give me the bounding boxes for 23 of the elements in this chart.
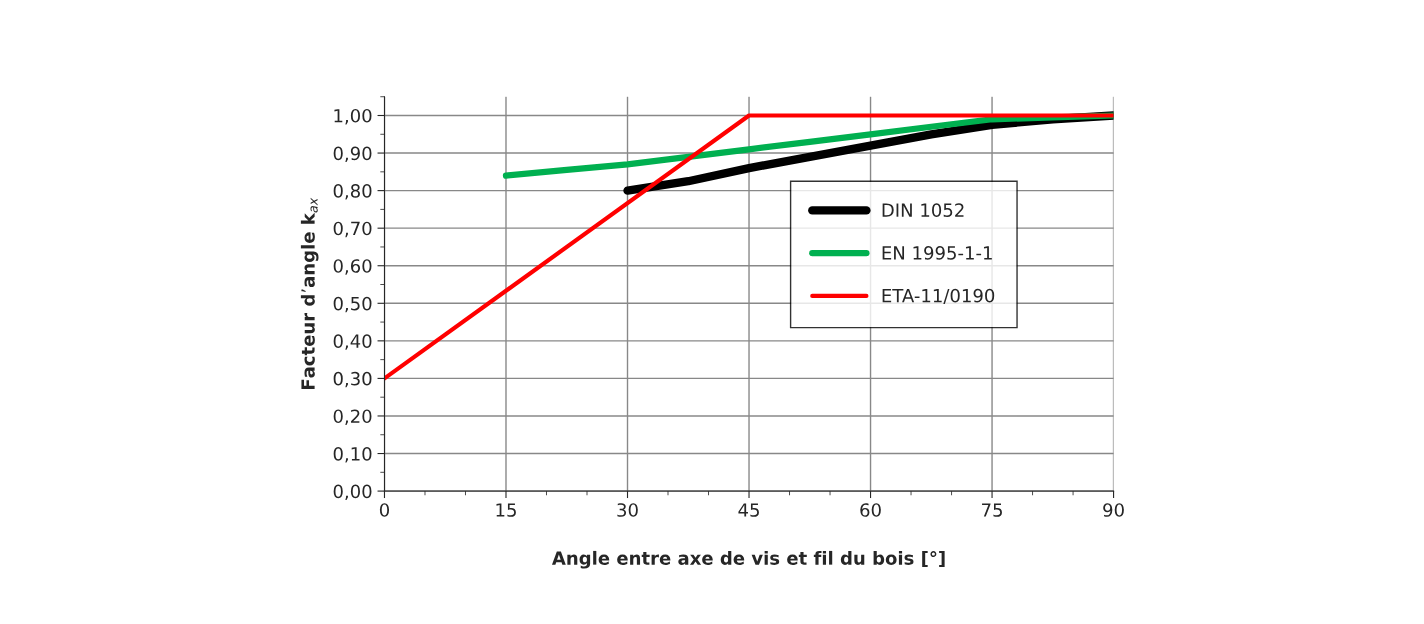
y-tick-label: 0,80	[333, 184, 372, 200]
y-tick-label: 0,00	[333, 484, 372, 501]
y-tick-label: 1,00	[334, 108, 372, 125]
x-tick-label: 0	[379, 503, 390, 517]
y-tick-label: 0,40	[333, 334, 372, 350]
y-tick-label: 0,50	[333, 296, 372, 313]
y-axis-title: Facteur d’angle k$_{ax}$	[300, 197, 319, 390]
x-tick-label: 15	[496, 503, 516, 517]
legend-label: EN 1995-1-1	[882, 246, 992, 260]
x-axis-title: Angle entre axe de vis et fil du bois [°]	[551, 550, 945, 569]
y-tick-label: 0,70	[333, 221, 372, 238]
x-tick-label: 75	[982, 503, 1002, 517]
legend-label: DIN 1052	[882, 203, 964, 217]
x-tick-label: 30	[617, 503, 638, 517]
x-tick-label: 45	[738, 503, 759, 517]
x-tick-label: 60	[860, 503, 881, 517]
y-tick-label: 0,60	[333, 259, 372, 275]
y-tick-label: 0,30	[333, 371, 372, 388]
legend-label: ETA-11/0190	[882, 288, 995, 304]
y-tick-label: 0,90	[333, 146, 372, 163]
x-tick-label: 90	[1103, 503, 1124, 517]
y-tick-label: 0,20	[333, 409, 372, 425]
y-tick-label: 0,10	[333, 446, 372, 463]
